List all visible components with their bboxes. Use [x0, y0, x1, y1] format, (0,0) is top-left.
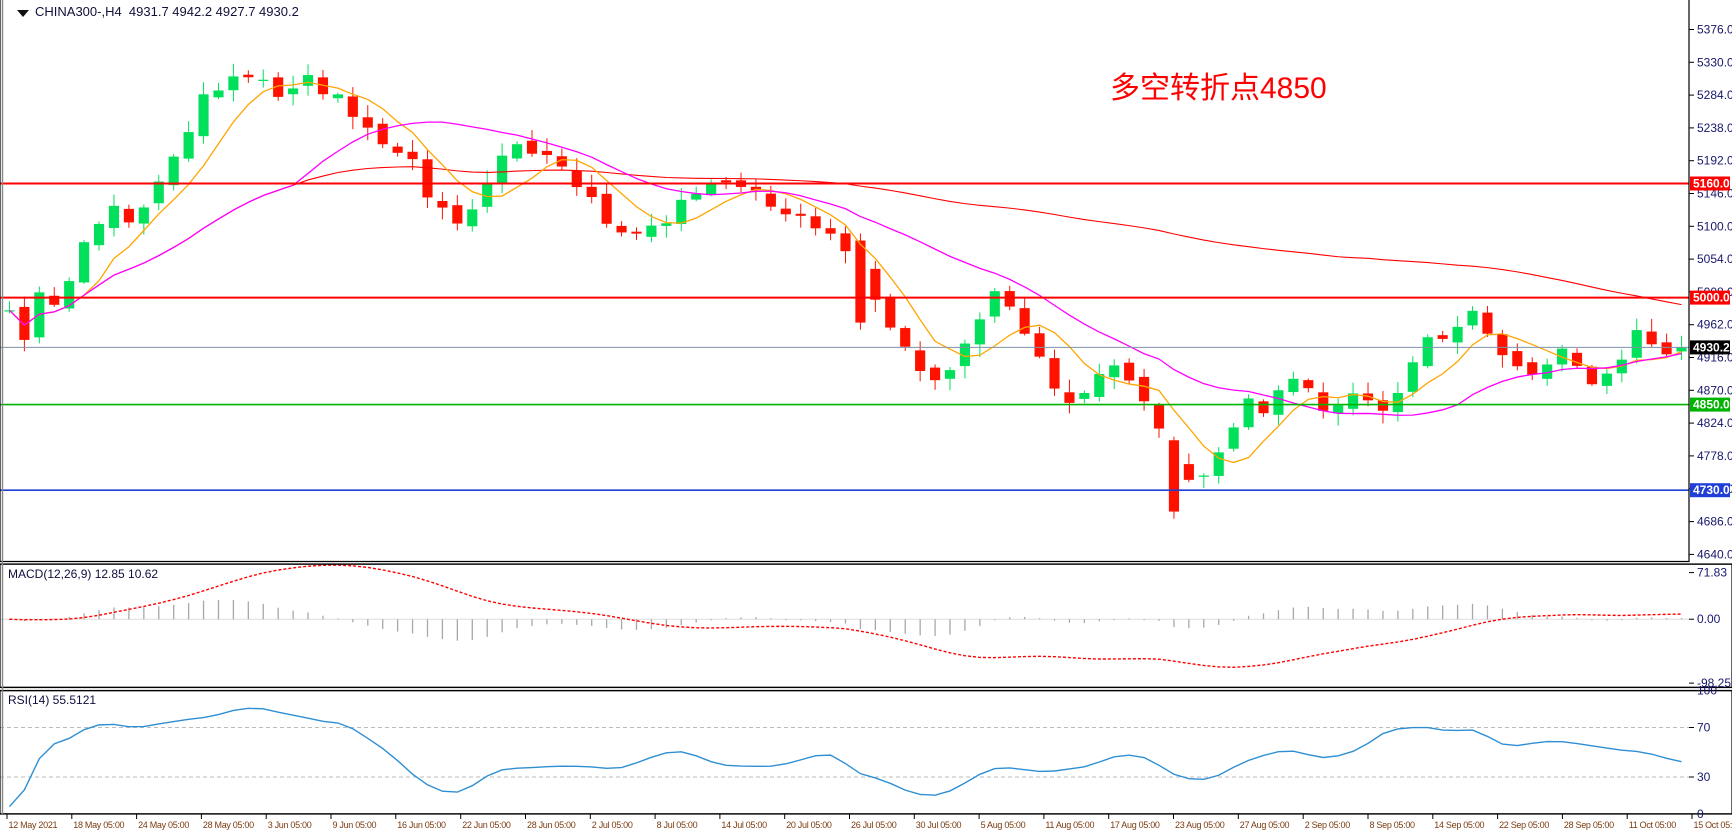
svg-text:4778.0: 4778.0 [1697, 449, 1732, 463]
svg-text:30: 30 [1697, 770, 1711, 784]
svg-text:70: 70 [1697, 721, 1711, 735]
svg-text:4850.0: 4850.0 [1693, 398, 1730, 412]
svg-text:5 Aug 05:00: 5 Aug 05:00 [981, 820, 1026, 830]
svg-text:14 Sep 05:00: 14 Sep 05:00 [1434, 820, 1484, 830]
svg-text:RSI(14) 55.5121: RSI(14) 55.5121 [8, 693, 96, 707]
svg-text:28 May 05:00: 28 May 05:00 [203, 820, 254, 830]
svg-text:4730.0: 4730.0 [1693, 483, 1730, 497]
svg-text:12 May 2021: 12 May 2021 [9, 820, 58, 830]
svg-text:15 Oct 05:00: 15 Oct 05:00 [1694, 820, 1732, 830]
svg-text:11 Oct 05:00: 11 Oct 05:00 [1629, 820, 1677, 830]
svg-text:28 Sep 05:00: 28 Sep 05:00 [1564, 820, 1614, 830]
svg-text:4824.0: 4824.0 [1697, 416, 1732, 430]
svg-text:0: 0 [1697, 807, 1704, 821]
svg-text:22 Jun 05:00: 22 Jun 05:00 [462, 820, 511, 830]
svg-text:CHINA300-,H4 4931.7 4942.2 49: CHINA300-,H4 4931.7 4942.2 4927.7 4930.2 [35, 4, 299, 19]
svg-text:100: 100 [1697, 684, 1717, 698]
svg-text:4686.0: 4686.0 [1697, 515, 1732, 529]
svg-text:5330.0: 5330.0 [1697, 55, 1732, 69]
svg-text:4930.2: 4930.2 [1693, 340, 1730, 354]
svg-text:5160.0: 5160.0 [1693, 177, 1730, 191]
svg-text:5238.0: 5238.0 [1697, 121, 1732, 135]
svg-text:27 Aug 05:00: 27 Aug 05:00 [1240, 820, 1290, 830]
svg-text:71.83: 71.83 [1697, 566, 1727, 580]
svg-text:18 May 05:00: 18 May 05:00 [73, 820, 124, 830]
svg-text:5000.0: 5000.0 [1693, 291, 1730, 305]
svg-text:4640.0: 4640.0 [1697, 547, 1732, 561]
svg-text:4962.0: 4962.0 [1697, 318, 1732, 332]
svg-text:26 Jul 05:00: 26 Jul 05:00 [851, 820, 897, 830]
svg-text:3 Jun 05:00: 3 Jun 05:00 [268, 820, 312, 830]
svg-text:5376.0: 5376.0 [1697, 23, 1732, 37]
svg-text:23 Aug 05:00: 23 Aug 05:00 [1175, 820, 1225, 830]
svg-text:16 Jun 05:00: 16 Jun 05:00 [397, 820, 446, 830]
svg-text:5284.0: 5284.0 [1697, 88, 1732, 102]
svg-text:20 Jul 05:00: 20 Jul 05:00 [786, 820, 832, 830]
svg-text:17 Aug 05:00: 17 Aug 05:00 [1110, 820, 1160, 830]
svg-text:28 Jun 05:00: 28 Jun 05:00 [527, 820, 576, 830]
svg-text:14 Jul 05:00: 14 Jul 05:00 [721, 820, 767, 830]
svg-text:8 Sep 05:00: 8 Sep 05:00 [1370, 820, 1416, 830]
svg-text:0.00: 0.00 [1697, 612, 1721, 626]
svg-text:5100.0: 5100.0 [1697, 219, 1732, 233]
svg-text:2 Sep 05:00: 2 Sep 05:00 [1305, 820, 1351, 830]
svg-text:多空转折点4850: 多空转折点4850 [1110, 72, 1327, 105]
svg-text:9 Jun 05:00: 9 Jun 05:00 [333, 820, 377, 830]
svg-text:24 May 05:00: 24 May 05:00 [138, 820, 189, 830]
svg-text:30 Jul 05:00: 30 Jul 05:00 [916, 820, 962, 830]
svg-text:11 Aug 05:00: 11 Aug 05:00 [1045, 820, 1094, 830]
svg-text:5192.0: 5192.0 [1697, 154, 1732, 168]
svg-text:22 Sep 05:00: 22 Sep 05:00 [1499, 820, 1549, 830]
svg-text:MACD(12,26,9) 12.85 10.62: MACD(12,26,9) 12.85 10.62 [8, 567, 158, 581]
svg-text:8 Jul 05:00: 8 Jul 05:00 [657, 820, 698, 830]
svg-text:4870.0: 4870.0 [1697, 383, 1732, 397]
svg-text:5054.0: 5054.0 [1697, 252, 1732, 266]
svg-text:2 Jul 05:00: 2 Jul 05:00 [592, 820, 633, 830]
